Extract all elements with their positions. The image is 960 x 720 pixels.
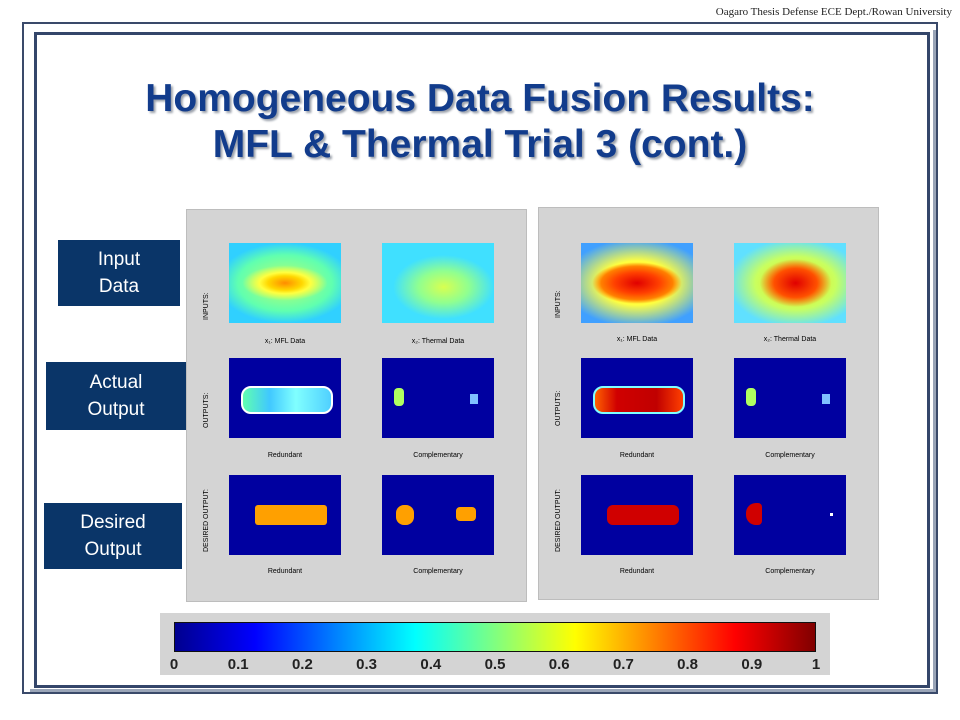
plot-complementary-actual [734,358,846,438]
fused-region [241,386,333,414]
complementary-edge-right [470,394,478,404]
colorbar-tick-label: 0.2 [291,656,313,673]
desired-complement-right [456,507,476,521]
results-panel-left: INPUTS: x₁: MFL Data x₂: Thermal Data OU… [186,209,527,602]
caption-redundant-1: Redundant [267,452,303,459]
desired-output-label: DESIRED OUTPUT: [203,488,210,552]
plot-mfl-input [581,243,693,323]
colorbar-tick-label: 1 [811,656,821,673]
desired-output-label: DESIRED OUTPUT: [555,488,562,552]
colorbar-tick-label: 0.4 [420,656,442,673]
caption-x1: x₁: MFL Data [264,338,306,345]
desired-complement-left [746,503,762,525]
plot-redundant-desired [581,475,693,555]
plot-complementary-desired [382,475,494,555]
complementary-edge-left [746,388,756,406]
colorbar-tick-label: 0.7 [612,656,634,673]
caption-complementary-2: Complementary [765,568,815,575]
colorbar-tick-label: 0.9 [741,656,763,673]
label-input-data: Input Data [58,240,180,306]
colorbar: 0 0.1 0.2 0.3 0.4 0.5 0.6 0.7 0.8 0.9 1 [160,613,830,675]
plot-complementary-actual [382,358,494,438]
outputs-label: OUTPUTS: [203,392,210,428]
outputs-label: OUTPUTS: [555,390,562,426]
colorbar-tick-label: 0.5 [484,656,506,673]
colorbar-tick-label: 0.6 [548,656,570,673]
colorbar-gradient [174,622,816,652]
desired-region [607,505,679,525]
colorbar-tick-label: 0.3 [356,656,378,673]
desired-complement-dot [830,513,833,516]
label-desired-output: Desired Output [44,503,182,569]
colorbar-tick-label: 0.1 [227,656,249,673]
plot-redundant-actual [229,358,341,438]
label-actual-output: Actual Output [46,362,186,430]
inputs-label: INPUTS: [555,290,562,318]
plot-mfl-input [229,243,341,323]
desired-complement-left [396,505,414,525]
slide-title: Homogeneous Data Fusion Results: MFL & T… [40,76,920,168]
slide-frame-outer [22,22,938,694]
caption-redundant-2: Redundant [619,568,655,575]
caption-x1: x₁: MFL Data [616,336,658,343]
plot-thermal-input [382,243,494,323]
complementary-edge-left [394,388,404,406]
complementary-edge-right [822,394,830,404]
inputs-label: INPUTS: [203,292,210,320]
results-panel-right: INPUTS: x₁: MFL Data x₂: Thermal Data OU… [538,207,879,600]
fused-region [593,386,685,414]
desired-region [255,505,327,525]
caption-x2: x₂: Thermal Data [763,336,817,343]
caption-x2: x₂: Thermal Data [411,338,465,345]
caption-complementary-1: Complementary [765,452,815,459]
slide-frame-shadow [30,30,936,692]
plot-redundant-desired [229,475,341,555]
slide-frame-inner [34,32,930,688]
slide-title-line1: Homogeneous Data Fusion Results: [145,77,815,120]
colorbar-tick-label: 0.8 [677,656,699,673]
colorbar-tick-label: 0 [169,656,179,673]
caption-redundant-2: Redundant [267,568,303,575]
caption-complementary-1: Complementary [413,452,463,459]
caption-complementary-2: Complementary [413,568,463,575]
plot-redundant-actual [581,358,693,438]
slide-title-line2: MFL & Thermal Trial 3 (cont.) [212,123,748,166]
caption-redundant-1: Redundant [619,452,655,459]
header-attribution: Oagaro Thesis Defense ECE Dept./Rowan Un… [715,6,952,18]
plot-thermal-input [734,243,846,323]
plot-complementary-desired [734,475,846,555]
